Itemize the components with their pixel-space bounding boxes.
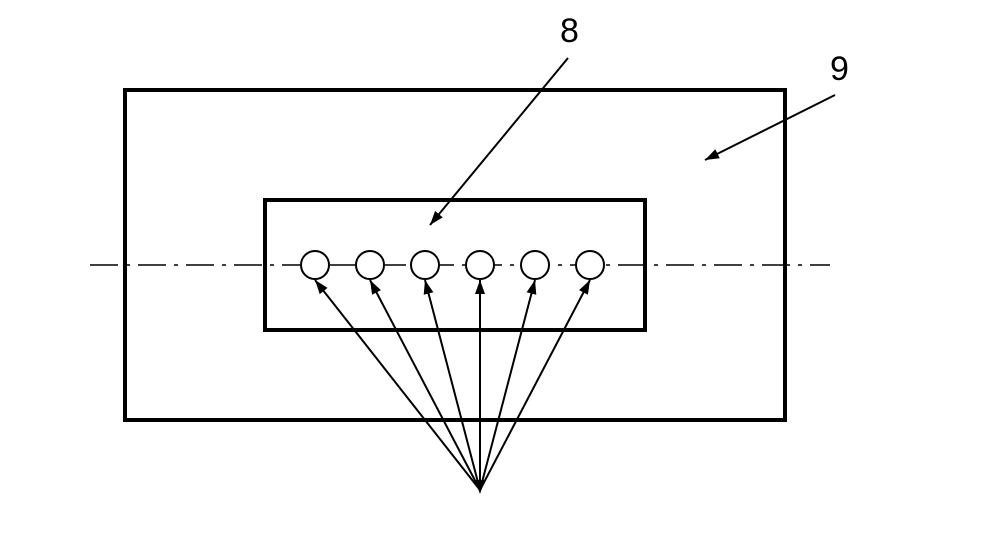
- hole-circle-2: [356, 251, 384, 279]
- hole-circle-3: [411, 251, 439, 279]
- background: [0, 0, 1000, 547]
- label-8: 8: [560, 12, 579, 50]
- hole-circle-4: [466, 251, 494, 279]
- hole-circle-1: [301, 251, 329, 279]
- hole-circle-6: [576, 251, 604, 279]
- diagram-canvas: 89: [0, 0, 1000, 547]
- hole-circle-5: [521, 251, 549, 279]
- label-9: 9: [830, 50, 849, 88]
